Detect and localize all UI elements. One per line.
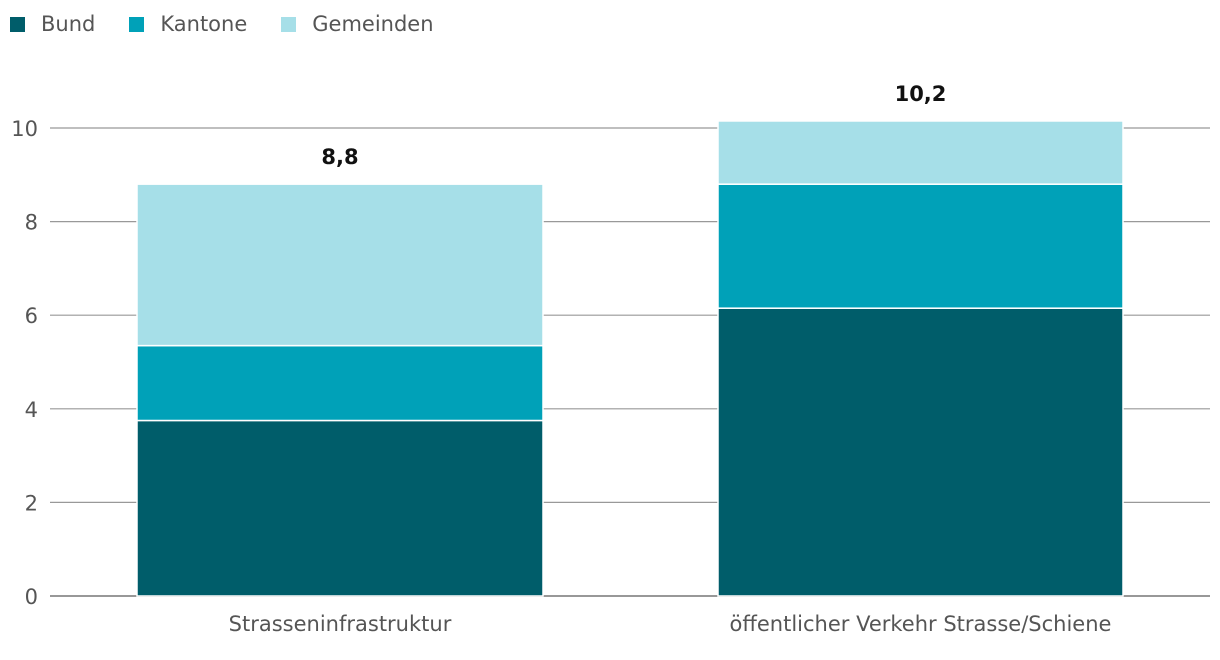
chart-legend: Bund Kantone Gemeinden [10,12,468,36]
total-label: 8,8 [321,145,358,169]
y-axis: 0 2 4 6 8 10 [11,117,38,609]
legend-swatch-gemeinden [281,16,297,32]
total-labels: 8,8 10,2 [321,82,946,169]
legend-item-gemeinden: Gemeinden [281,12,434,36]
bar-segment-kantone-1 [717,183,1124,309]
legend-swatch-bund [10,16,25,32]
legend-label-bund: Bund [41,12,96,36]
y-tick-label: 4 [25,398,38,422]
y-tick-label: 8 [25,211,38,235]
bar-segment-kantone-0 [136,344,544,422]
legend-item-kantone: Kantone [129,12,247,36]
total-label: 10,2 [895,82,947,106]
legend-item-bund: Bund [10,12,95,36]
y-tick-label: 6 [25,304,38,328]
x-axis: Strasseninfrastruktur öffentlicher Verkeh… [229,612,1112,636]
bar-segment-bund-1 [717,307,1124,597]
y-tick-label: 10 [11,117,38,141]
bar-segment-bund-0 [136,419,544,597]
x-tick-label: öffentlicher Verkehr Strasse/Schiene [730,612,1112,636]
y-tick-label: 2 [25,491,38,515]
bar-segment-gemeinden-1 [717,120,1124,185]
y-tick-label: 0 [25,585,38,609]
x-tick-label: Strasseninfrastruktur [229,612,452,636]
legend-label-gemeinden: Gemeinden [312,12,434,36]
bars [136,120,1124,597]
legend-swatch-kantone [129,16,145,32]
bar-segment-gemeinden-0 [136,183,544,347]
legend-label-kantone: Kantone [160,12,248,36]
